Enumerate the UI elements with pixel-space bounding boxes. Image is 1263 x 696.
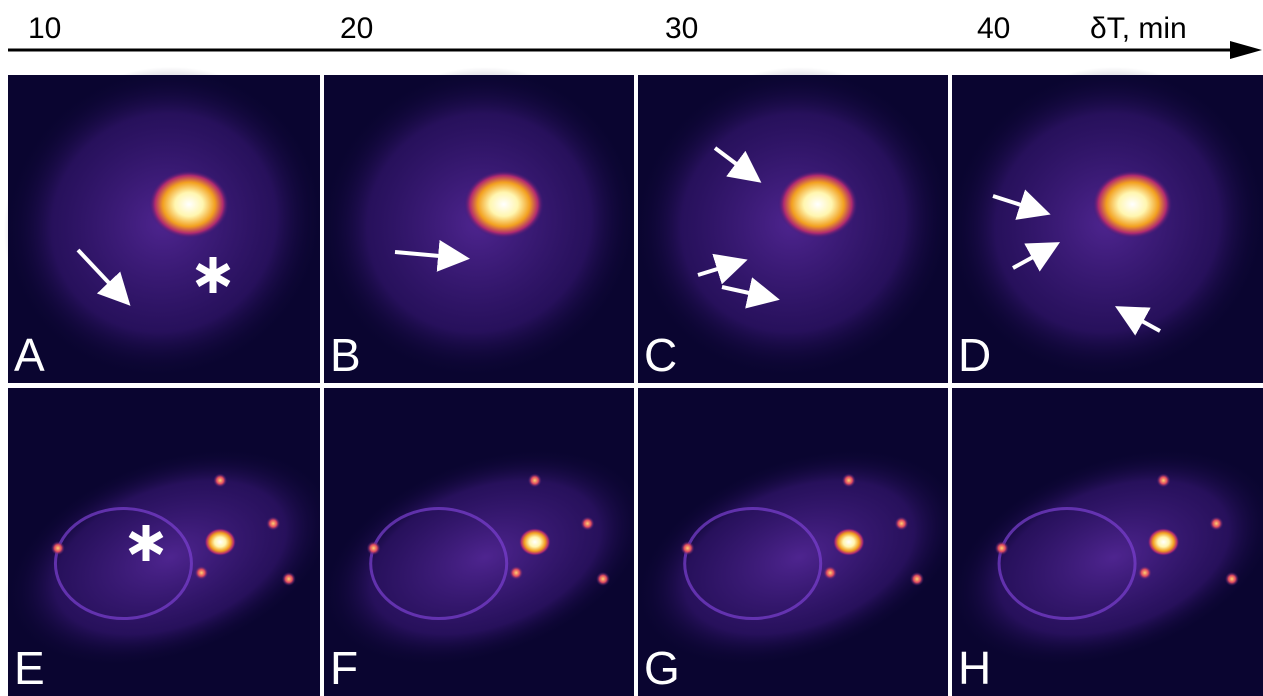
spot [895, 517, 909, 531]
panel-label: E [14, 642, 45, 694]
spot [51, 541, 65, 555]
spot [910, 572, 924, 586]
spot [194, 566, 208, 580]
spot [204, 528, 236, 556]
panel-label: G [644, 642, 680, 694]
spot [367, 541, 381, 555]
panel: G [605, 388, 993, 696]
spot [681, 541, 695, 555]
spot [1138, 566, 1152, 580]
spot [519, 528, 551, 556]
figure: δT, min 10 20 30 40 A B C D E F G H [0, 0, 1263, 696]
panel-label: H [958, 642, 991, 694]
spot [509, 566, 523, 580]
axis-label: δT, min [1090, 12, 1187, 45]
golgi [464, 170, 544, 238]
spot [581, 517, 595, 531]
spot [1147, 528, 1179, 556]
separator [948, 75, 952, 696]
spot [995, 541, 1009, 555]
golgi [1092, 170, 1172, 238]
panel-label: D [958, 329, 991, 381]
time-arrow-head [1230, 41, 1262, 59]
panel: E [0, 388, 365, 696]
panel-label: F [330, 642, 358, 694]
spot [528, 473, 542, 487]
separator [634, 75, 638, 696]
panel-label: B [330, 329, 361, 381]
time-tick: 30 [665, 12, 698, 45]
spot [213, 473, 227, 487]
panel: H [919, 388, 1263, 696]
spot [1209, 517, 1223, 531]
spot [823, 566, 837, 580]
spot [282, 572, 296, 586]
spot [596, 572, 610, 586]
time-tick: 10 [28, 12, 61, 45]
spot [833, 528, 865, 556]
golgi [149, 170, 229, 238]
spot [842, 473, 856, 487]
spot [266, 517, 280, 531]
time-tick: 40 [977, 12, 1010, 45]
spot [1225, 572, 1239, 586]
golgi [778, 170, 858, 238]
panel-label: C [644, 329, 677, 381]
separator [320, 75, 324, 696]
spot [1156, 473, 1170, 487]
panel: C [576, 9, 1009, 437]
panel-label: A [14, 329, 45, 381]
panel: F [291, 388, 679, 696]
time-tick: 20 [340, 12, 373, 45]
panel: B [262, 9, 695, 437]
